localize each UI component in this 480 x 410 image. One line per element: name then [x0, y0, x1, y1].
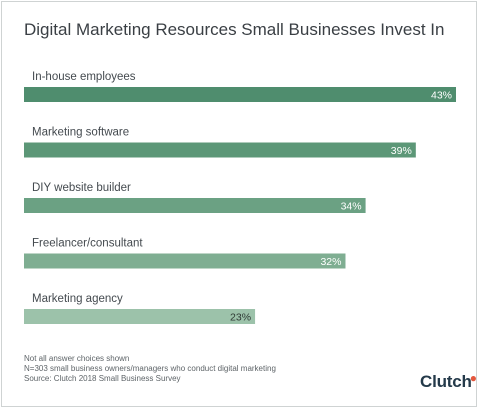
- logo-dot-icon: ●: [469, 371, 477, 385]
- clutch-logo-text: Clutch: [420, 372, 472, 391]
- value-label: 39%: [391, 145, 412, 157]
- clutch-logo: Clutch●: [420, 371, 477, 392]
- value-label: 32%: [320, 256, 341, 268]
- chart-notes: Not all answer choices shown N=303 small…: [24, 354, 276, 384]
- value-label: 23%: [230, 312, 251, 324]
- category-label: Marketing agency: [32, 293, 123, 305]
- bar: [24, 309, 256, 324]
- note-source: Source: Clutch 2018 Small Business Surve…: [24, 374, 181, 383]
- value-label: 34%: [341, 201, 362, 213]
- note-answer-choices: Not all answer choices shown: [24, 354, 130, 363]
- bar: [24, 253, 346, 269]
- category-label: DIY website builder: [32, 182, 131, 194]
- bar-chart: In-house employees 43% Marketing software 3…: [24, 71, 456, 324]
- value-label: 43%: [431, 90, 452, 102]
- category-label: In-house employees: [32, 71, 136, 83]
- category-label: Freelancer/consultant: [32, 238, 143, 250]
- category-label: Marketing software: [32, 127, 129, 139]
- note-sample-size: N=303 small business owners/managers who…: [24, 364, 276, 373]
- bar: [24, 142, 416, 158]
- bar: [24, 87, 456, 102]
- chart-title: Digital Marketing Resources Small Busine…: [24, 20, 445, 39]
- bar: [24, 198, 366, 213]
